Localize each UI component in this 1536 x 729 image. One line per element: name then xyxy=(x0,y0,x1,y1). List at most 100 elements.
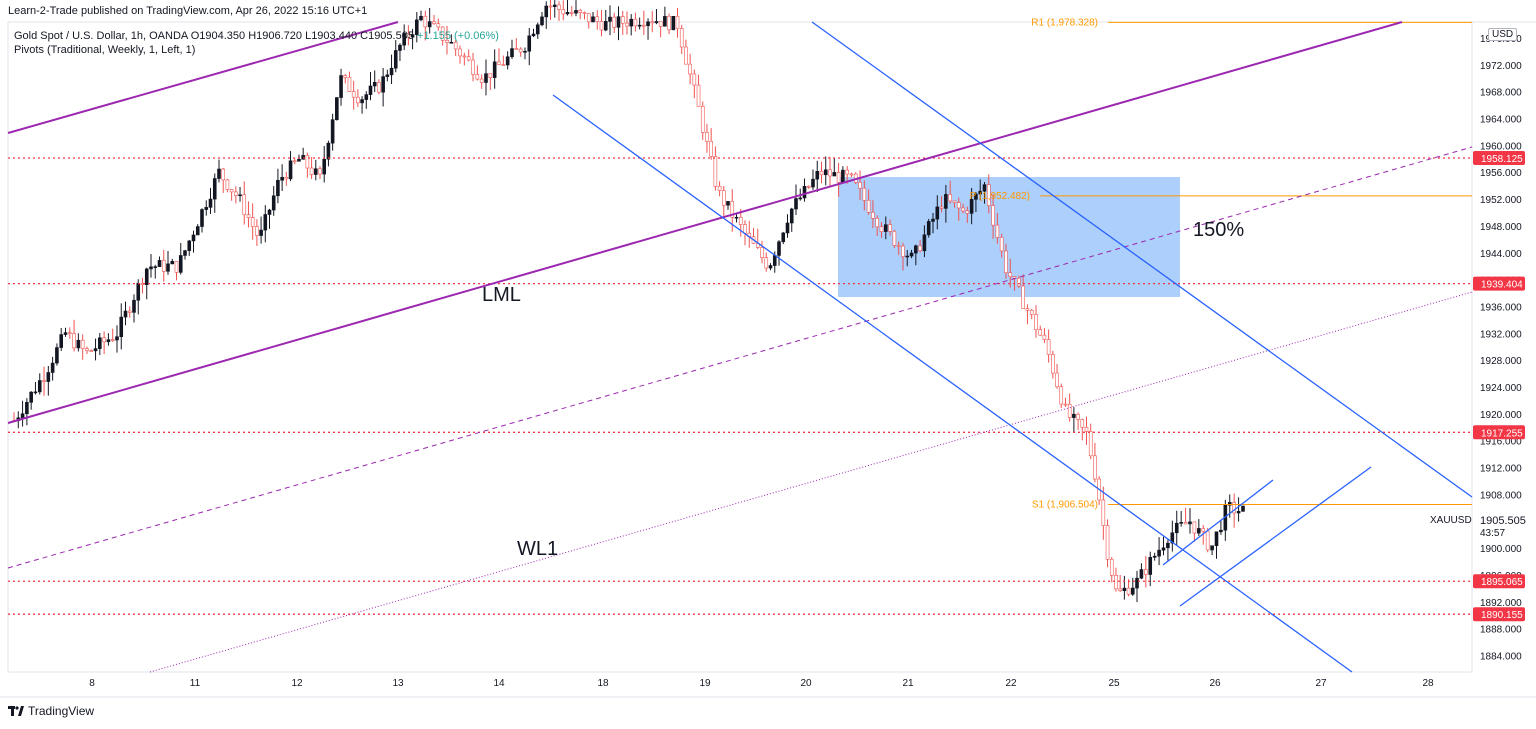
price-tick-label: 1884.000 xyxy=(1480,652,1522,663)
median-dashed-line[interactable] xyxy=(7,146,1473,569)
candle-body xyxy=(80,339,85,349)
candle-body xyxy=(721,190,726,206)
candle-body xyxy=(841,169,845,183)
candle-body xyxy=(313,168,318,175)
price-tick-label: 1888.000 xyxy=(1480,625,1522,636)
candle-body xyxy=(1130,587,1135,595)
flag-lower-line[interactable] xyxy=(1179,466,1372,607)
candle-body xyxy=(440,26,445,41)
candle-body xyxy=(888,224,892,232)
blue-lower-trendline[interactable] xyxy=(552,94,1353,673)
candle-body xyxy=(153,266,158,268)
candle-body xyxy=(115,336,119,341)
candle-body xyxy=(982,184,987,192)
candle-body xyxy=(909,252,914,257)
candle-body xyxy=(1051,354,1055,374)
flag-upper-line[interactable] xyxy=(1162,479,1274,566)
candle-body xyxy=(1210,545,1214,551)
candle-body xyxy=(730,201,735,218)
publish-info: Learn-2-Trade published on TradingView.c… xyxy=(8,5,368,17)
level-tag-bg xyxy=(1473,150,1525,165)
candle-body xyxy=(1170,532,1175,544)
price-tick-label: 1972.000 xyxy=(1480,61,1522,72)
candle-body xyxy=(501,64,506,66)
candle-body xyxy=(612,16,617,28)
candle-body xyxy=(372,82,377,87)
candle-body xyxy=(586,13,591,23)
candle-body xyxy=(637,24,642,27)
lml-line[interactable] xyxy=(7,21,1403,424)
currency-button[interactable]: USD xyxy=(1488,28,1518,41)
candle-body xyxy=(944,194,948,209)
candle-body xyxy=(832,172,837,177)
candle-body xyxy=(675,15,680,29)
legend-symbol-row[interactable]: Gold Spot / U.S. Dollar, 1h, OANDA O1904… xyxy=(14,29,499,43)
candle-body xyxy=(93,348,98,352)
price-axis[interactable]: 1976.0001972.0001968.0001964.0001960.000… xyxy=(1480,34,1522,663)
candle-body xyxy=(136,282,141,301)
candle-body xyxy=(582,12,587,14)
tradingview-logo-icon xyxy=(8,706,24,716)
candle-body xyxy=(658,21,663,27)
candle-body xyxy=(166,263,170,272)
candle-body xyxy=(123,310,128,318)
time-tick-label: 21 xyxy=(902,678,914,689)
candle-body xyxy=(63,332,68,335)
candle-body xyxy=(110,339,115,341)
candle-body xyxy=(1135,577,1139,589)
candle-body xyxy=(1183,522,1188,525)
time-axis[interactable]: 8 11 12 13 14 18 19 20 21 22 25 26 27 28 xyxy=(89,678,1434,689)
wl1-dotted-line[interactable] xyxy=(149,291,1473,673)
level-tag-label: 1917.255 xyxy=(1481,428,1523,439)
candle-body xyxy=(1236,511,1241,514)
candle-body xyxy=(901,245,905,257)
footer: TradingView xyxy=(8,702,94,720)
candle-body xyxy=(1157,549,1161,557)
candle-body xyxy=(242,194,247,216)
time-tick-label: 11 xyxy=(190,678,201,689)
level-tag-bg xyxy=(1473,607,1525,622)
candle-body xyxy=(102,337,106,343)
candle-body xyxy=(811,178,815,188)
candle-body xyxy=(505,56,510,66)
candle-body xyxy=(212,178,217,200)
candle-body xyxy=(393,50,398,69)
candle-body xyxy=(55,347,59,364)
candle-body xyxy=(578,10,583,13)
candle-body xyxy=(978,190,983,195)
candle-body xyxy=(50,362,55,373)
candle-body xyxy=(1004,250,1008,274)
legend-change: +1.155 (+0.06%) xyxy=(417,30,499,42)
candle-body xyxy=(89,350,94,352)
candle-body xyxy=(760,247,764,259)
candle-body xyxy=(535,24,540,35)
candle-body xyxy=(1214,531,1219,547)
candle-body xyxy=(280,176,284,181)
candle-body xyxy=(271,195,276,211)
level-tag-label: 1890.155 xyxy=(1481,610,1523,621)
candle-body xyxy=(1029,309,1034,315)
candle-body xyxy=(789,208,794,224)
legend-indicator-row[interactable]: Pivots (Traditional, Weekly, 1, Left, 1) xyxy=(14,43,499,57)
blue-upper-trendline[interactable] xyxy=(811,21,1473,498)
candle-body xyxy=(42,380,46,382)
candle-body xyxy=(713,156,718,187)
candle-body xyxy=(1192,521,1197,534)
candle-body xyxy=(149,266,153,270)
candle-body xyxy=(419,15,423,21)
channel-upper-line[interactable] xyxy=(7,21,399,134)
candle-body xyxy=(360,99,364,104)
candle-body xyxy=(1201,528,1206,532)
price-tick-label: 1924.000 xyxy=(1480,383,1522,394)
candle-body xyxy=(255,226,259,236)
price-tick-label: 1916.000 xyxy=(1480,437,1522,448)
time-tick-label: 26 xyxy=(1209,678,1221,689)
candle-body xyxy=(449,41,454,44)
candle-body xyxy=(709,140,713,157)
candle-body xyxy=(961,207,965,212)
candle-body xyxy=(866,199,871,213)
chart-legend[interactable]: Gold Spot / U.S. Dollar, 1h, OANDA O1904… xyxy=(14,29,499,57)
candle-body xyxy=(671,15,676,31)
